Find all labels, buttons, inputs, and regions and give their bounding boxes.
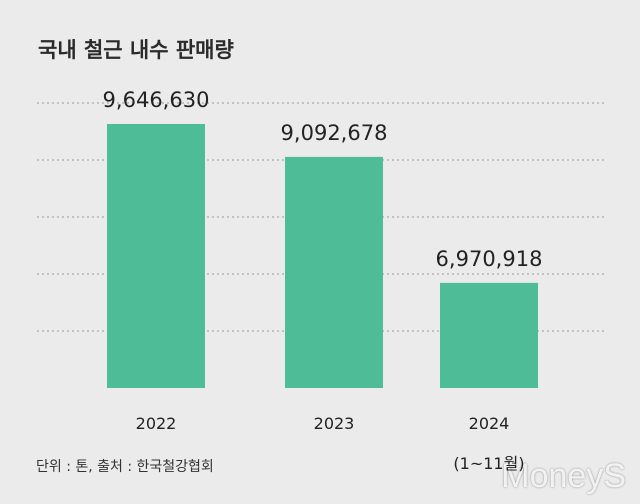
value-label: 9,646,630 xyxy=(102,87,210,112)
chart-title: 국내 철근 내수 판매량 xyxy=(38,38,234,62)
watermark: MoneyS xyxy=(501,457,626,495)
bar xyxy=(285,156,383,388)
value-label: 6,970,918 xyxy=(435,246,543,271)
footnote: 단위 : 톤, 출처 : 한국철강협회 xyxy=(36,459,214,475)
bar xyxy=(440,282,538,388)
x-tick-label: 2022 xyxy=(135,414,177,433)
value-label: 9,092,678 xyxy=(280,120,388,145)
bar xyxy=(107,123,205,388)
x-tick-label: 2024 (1~11월) xyxy=(453,414,525,473)
x-tick-label: 2023 xyxy=(313,414,355,433)
